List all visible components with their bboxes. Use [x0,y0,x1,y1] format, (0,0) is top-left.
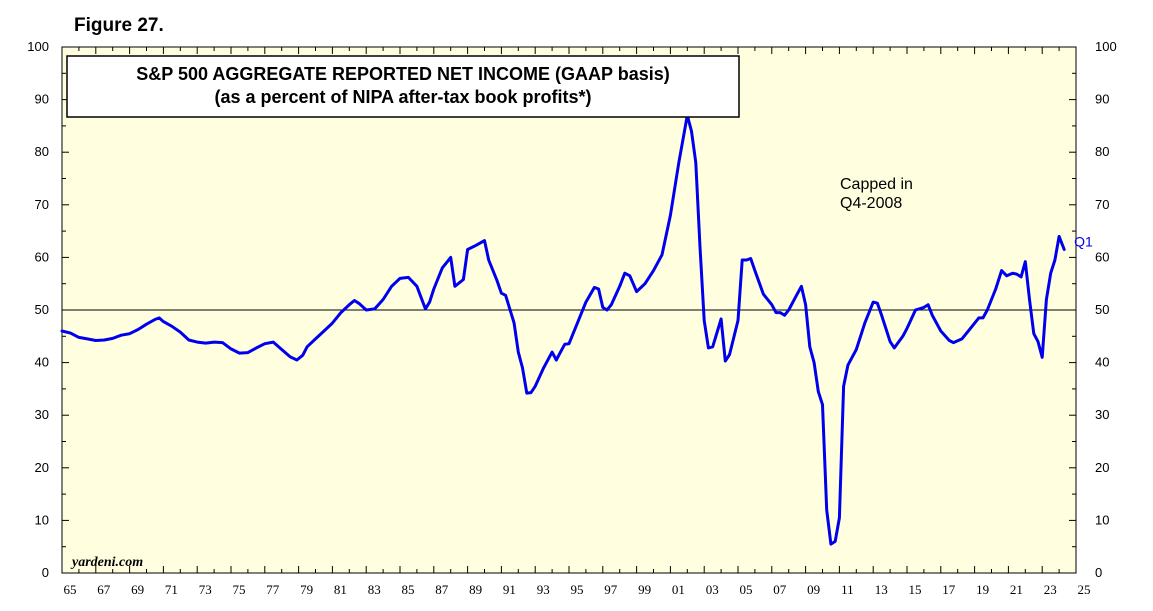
x-tick-label: 75 [233,582,246,597]
y-tick-label-right: 40 [1095,355,1109,370]
x-tick-label: 07 [773,582,787,597]
x-tick-label: 93 [537,582,550,597]
series-line [60,113,1066,546]
x-tick-label: 17 [942,582,956,597]
x-tick-label: 73 [199,582,212,597]
y-tick-label-left: 40 [35,355,49,370]
x-tick-label: 95 [571,582,584,597]
y-tick-label-left: 0 [42,565,49,580]
x-tick-label: 89 [469,582,482,597]
x-tick-label: 71 [165,582,178,597]
y-tick-label-left: 20 [35,460,49,475]
x-tick-label: 87 [435,582,449,597]
x-tick-label: 03 [706,582,719,597]
x-tick-label: 65 [64,582,77,597]
figure-label: Figure 27. [74,15,164,36]
y-tick-label-right: 100 [1095,39,1117,54]
x-tick-label: 19 [976,582,989,597]
chart-subtitle: (as a percent of NIPA after-tax book pro… [214,87,591,107]
x-tick-label: 77 [266,582,280,597]
chart-title: S&P 500 AGGREGATE REPORTED NET INCOME (G… [136,64,669,84]
y-tick-label-right: 20 [1095,460,1109,475]
x-tick-label: 83 [368,582,381,597]
y-tick-label-right: 90 [1095,92,1109,107]
x-tick-label: 97 [604,582,618,597]
y-tick-label-right: 70 [1095,197,1109,212]
y-tick-label-right: 30 [1095,407,1109,422]
x-tick-label: 15 [909,582,922,597]
y-tick-label-left: 50 [35,302,49,317]
x-tick-label: 79 [300,582,313,597]
x-tick-label: 01 [672,582,685,597]
x-tick-label: 09 [807,582,820,597]
y-tick-label-left: 60 [35,249,49,264]
x-tick-label: 25 [1078,582,1091,597]
y-tick-label-left: 100 [27,39,49,54]
y-tick-label-left: 80 [35,144,49,159]
x-tick-label: 69 [131,582,144,597]
y-tick-label-left: 70 [35,197,49,212]
annotation-line-1: Capped in [840,176,913,193]
x-tick-label: 23 [1044,582,1057,597]
x-tick-label: 13 [875,582,888,597]
y-tick-label-right: 80 [1095,144,1109,159]
x-tick-label: 85 [402,582,415,597]
y-tick-label-left: 10 [35,512,49,527]
y-tick-label-left: 30 [35,407,49,422]
y-tick-label-right: 10 [1095,512,1109,527]
y-tick-label-left: 90 [35,92,49,107]
source-label: yardeni.com [70,555,143,570]
title-box [66,55,740,118]
y-tick-label-right: 0 [1095,565,1102,580]
annotation-line-2: Q4-2008 [840,195,902,212]
x-tick-label: 99 [638,582,651,597]
x-tick-label: 91 [503,582,516,597]
x-tick-label: 67 [97,582,111,597]
x-tick-label: 11 [841,582,854,597]
x-tick-label: 05 [740,582,753,597]
end-label: Q1 [1074,234,1093,250]
y-tick-label-right: 60 [1095,249,1109,264]
x-tick-label: 21 [1010,582,1023,597]
y-tick-label-right: 50 [1095,302,1109,317]
x-tick-label: 81 [334,582,347,597]
